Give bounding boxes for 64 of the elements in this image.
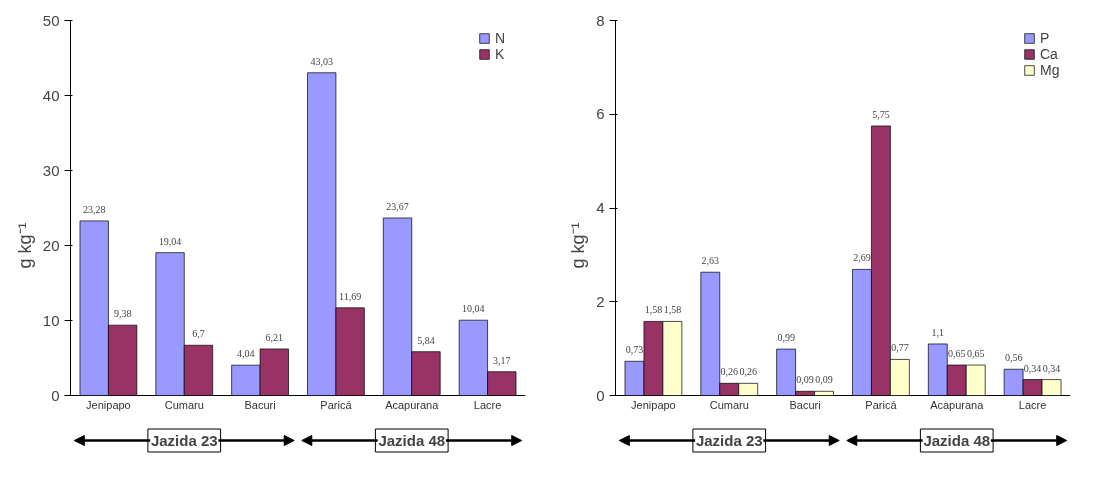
data-label: 0,26 [739,366,757,378]
legend-label: K [495,46,506,62]
data-label: 5,84 [417,334,435,346]
x-tick-label: Cumaru [164,398,204,411]
data-label: 23,28 [82,203,106,215]
y-tick-label: 6 [596,105,605,123]
y-tick-label: 30 [42,161,60,179]
text: Jazida 48 [923,432,991,449]
data-label: 0,56 [1004,352,1023,364]
data-label: 0,34 [1023,362,1042,374]
x-tick-label: Bacuri [789,398,821,411]
text: Jazida 48 [378,432,446,449]
data-label: 0,99 [777,332,795,344]
data-label: 4,04 [237,348,255,360]
data-label: 19,04 [158,235,182,247]
y-tick-label: 20 [42,236,60,254]
data-label: 0,77 [891,342,909,354]
data-label: 0,34 [1042,362,1061,374]
data-label: 3,17 [493,354,511,366]
y-tick-label: 4 [596,199,605,216]
data-label: 10,04 [462,303,485,315]
data-label: 6,7 [192,328,205,340]
y-axis-title: g kg⁻¹ [14,222,35,269]
x-tick-label: Jenipapo [86,398,131,411]
legend-label: Ca [1040,46,1059,62]
data-label: 0,09 [815,374,833,386]
data-label: 0,65 [948,348,966,360]
data-label: 1,58 [644,304,663,316]
data-label: 23,67 [386,200,409,212]
text: Jazida 23 [695,432,763,449]
legend-label: P [1040,30,1051,46]
data-label: 0,26 [720,366,738,378]
data-label: 1,1 [931,326,945,338]
x-tick-label: Acapurana [385,398,440,411]
data-label: 43,03 [310,55,333,67]
data-label: 5,75 [872,108,890,120]
y-tick-label: 50 [42,11,60,29]
data-label: 2,69 [853,252,871,264]
data-label: 2,63 [701,255,720,267]
y-axis-title: g kg⁻¹ [568,222,589,269]
legend-label: Mg [1040,62,1060,78]
x-tick-label: Lacre [473,398,502,411]
text: Jazida 23 [150,432,218,449]
x-tick-label: Paricá [320,398,353,411]
data-label: 0,09 [796,374,814,386]
data-label: 11,69 [339,290,362,302]
x-tick-label: Paricá [865,398,898,411]
x-tick-label: Bacuri [244,398,276,411]
data-label: 1,58 [663,304,682,316]
x-tick-label: Acapurana [930,398,985,411]
y-tick-label: 2 [596,292,605,310]
data-label: 9,38 [113,308,132,320]
y-tick-label: 10 [42,311,60,329]
data-label: 0,73 [625,344,644,356]
y-tick-label: 0 [596,386,605,404]
y-tick-label: 0 [51,386,60,404]
y-tick-label: 40 [42,86,60,104]
data-label: 6,21 [265,331,284,343]
x-tick-label: Cumaru [709,398,749,411]
legend-label: N [495,30,507,46]
x-tick-label: Lacre [1018,398,1047,411]
data-label: 0,65 [966,348,985,360]
y-tick-label: 8 [596,11,605,29]
x-tick-label: Jenipapo [631,398,676,411]
